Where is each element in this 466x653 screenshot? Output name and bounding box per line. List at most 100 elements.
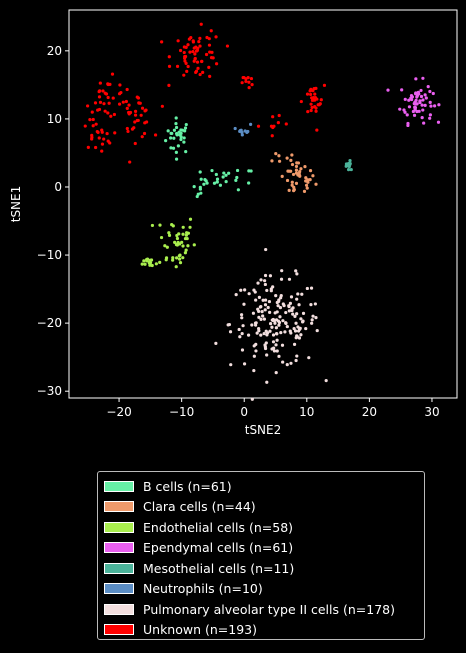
data-point: [421, 108, 425, 112]
data-point: [188, 225, 192, 229]
data-point: [279, 296, 283, 300]
data-point: [172, 128, 177, 132]
data-point: [140, 262, 144, 266]
plot-area: [68, 9, 458, 399]
data-point: [186, 244, 190, 248]
data-point: [100, 142, 105, 146]
data-point: [140, 135, 144, 139]
data-point: [175, 233, 179, 238]
data-point: [185, 236, 189, 241]
data-point: [287, 188, 291, 192]
data-point: [106, 111, 110, 115]
data-point: [288, 329, 292, 333]
data-point: [186, 64, 190, 69]
data-point: [174, 157, 179, 161]
legend-swatch: [104, 562, 134, 574]
data-point: [437, 103, 441, 107]
data-point: [274, 326, 278, 330]
data-point: [174, 265, 178, 269]
legend-label: Pulmonary alveolar type II cells (n=178): [143, 601, 395, 617]
data-point: [259, 278, 263, 282]
data-point: [83, 124, 87, 128]
data-point: [94, 145, 98, 150]
data-point: [310, 105, 314, 110]
y-tick-label: −10: [37, 248, 62, 262]
data-point: [294, 358, 298, 363]
data-point: [299, 333, 303, 337]
legend-swatch: [104, 521, 134, 533]
data-point: [305, 286, 309, 291]
data-point: [177, 242, 182, 246]
legend-item: Ependymal cells (n=61): [104, 538, 418, 559]
legend-item: Neutrophils (n=10): [104, 579, 418, 600]
data-point: [289, 295, 294, 299]
data-point: [173, 240, 177, 244]
data-point: [290, 307, 294, 311]
legend-label: B cells (n=61): [143, 478, 232, 494]
data-point: [133, 113, 138, 117]
data-point: [289, 158, 293, 162]
data-point: [309, 302, 313, 307]
data-point: [163, 244, 167, 248]
data-point: [277, 323, 281, 327]
data-point: [290, 153, 294, 157]
data-point: [311, 174, 315, 178]
data-point: [106, 139, 110, 143]
data-point: [142, 259, 146, 263]
data-point: [253, 321, 258, 325]
data-point: [407, 105, 412, 109]
legend-swatch: [104, 583, 134, 595]
data-point: [107, 101, 111, 105]
data-point: [398, 107, 402, 111]
data-point: [181, 225, 185, 229]
data-point: [274, 294, 278, 298]
data-point: [314, 86, 318, 90]
data-point: [295, 312, 299, 316]
data-point: [281, 302, 285, 306]
data-point: [287, 304, 291, 309]
data-point: [268, 274, 273, 278]
data-point: [181, 232, 185, 236]
data-point: [415, 102, 419, 106]
data-point: [252, 354, 256, 358]
data-point: [183, 126, 188, 130]
data-point: [167, 64, 172, 68]
data-point: [175, 131, 179, 136]
data-point: [291, 172, 296, 177]
data-point: [259, 333, 263, 337]
data-point: [301, 319, 305, 323]
data-point: [172, 136, 176, 140]
data-point: [164, 138, 168, 143]
data-point: [191, 40, 196, 44]
y-axis-ticks: −30 −20 −10 0 10 20: [37, 44, 69, 398]
data-point: [297, 336, 302, 340]
y-tick-label: 20: [47, 44, 62, 58]
data-point: [98, 81, 102, 85]
y-axis-label: tSNE1: [9, 186, 23, 223]
data-point: [277, 113, 281, 118]
data-point: [431, 91, 435, 96]
data-point: [174, 122, 178, 126]
data-point: [124, 99, 128, 104]
x-tick-label: 0: [240, 405, 248, 419]
data-point: [311, 314, 315, 318]
data-point: [175, 236, 180, 241]
data-point: [259, 304, 263, 309]
data-point: [98, 100, 103, 104]
data-point: [196, 46, 200, 50]
data-point: [251, 311, 256, 315]
data-point: [294, 321, 298, 325]
data-point: [264, 341, 268, 345]
data-point: [305, 186, 309, 190]
data-point: [308, 177, 312, 182]
data-point: [308, 89, 312, 93]
data-point: [240, 331, 244, 336]
data-point: [113, 131, 117, 135]
data-point: [133, 141, 137, 146]
data-point: [297, 303, 301, 307]
data-point: [405, 113, 409, 117]
data-point: [314, 106, 318, 110]
data-point: [121, 100, 125, 104]
legend-label: Unknown (n=193): [143, 622, 258, 638]
data-point: [102, 102, 106, 106]
